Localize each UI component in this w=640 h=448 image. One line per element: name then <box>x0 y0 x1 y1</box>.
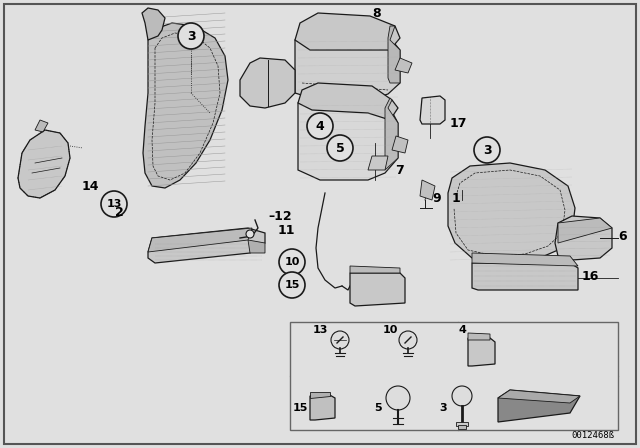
Polygon shape <box>142 8 165 40</box>
Polygon shape <box>350 273 405 306</box>
Text: 3: 3 <box>187 30 195 43</box>
Polygon shape <box>248 240 265 253</box>
Polygon shape <box>458 425 466 429</box>
Polygon shape <box>456 422 468 426</box>
Polygon shape <box>498 390 580 403</box>
Text: 4: 4 <box>316 120 324 133</box>
Text: 4: 4 <box>458 325 466 335</box>
Text: 15: 15 <box>292 403 308 413</box>
Text: 5: 5 <box>374 403 382 413</box>
Polygon shape <box>295 30 400 100</box>
Circle shape <box>246 230 254 238</box>
Text: 3: 3 <box>439 403 447 413</box>
Text: 13: 13 <box>312 325 328 335</box>
Circle shape <box>331 331 349 349</box>
Circle shape <box>101 191 127 217</box>
Polygon shape <box>240 58 295 108</box>
Polygon shape <box>295 13 400 50</box>
Polygon shape <box>368 156 388 170</box>
Polygon shape <box>298 83 398 120</box>
Text: 3: 3 <box>483 143 492 156</box>
Circle shape <box>386 386 410 410</box>
Polygon shape <box>395 58 412 73</box>
Text: 10: 10 <box>382 325 397 335</box>
Polygon shape <box>555 216 612 260</box>
Circle shape <box>327 135 353 161</box>
Polygon shape <box>298 96 398 180</box>
Polygon shape <box>468 338 495 366</box>
Text: 14: 14 <box>82 180 99 193</box>
Text: 13: 13 <box>106 199 122 209</box>
Polygon shape <box>18 130 70 198</box>
Text: 0012468ß: 0012468ß <box>571 431 614 440</box>
Polygon shape <box>472 263 578 290</box>
Text: 6: 6 <box>618 229 627 242</box>
Polygon shape <box>385 98 398 170</box>
Bar <box>290 322 618 430</box>
Text: 16: 16 <box>582 270 600 283</box>
Polygon shape <box>468 333 490 340</box>
Polygon shape <box>498 390 580 422</box>
Polygon shape <box>420 180 435 200</box>
Polygon shape <box>388 26 400 83</box>
Text: 10: 10 <box>284 257 300 267</box>
Polygon shape <box>392 136 408 153</box>
Text: 7: 7 <box>395 164 404 177</box>
Text: 5: 5 <box>335 142 344 155</box>
Text: 9: 9 <box>432 191 440 204</box>
Text: 11: 11 <box>278 224 296 237</box>
Text: 15: 15 <box>284 280 300 290</box>
Polygon shape <box>420 96 445 124</box>
Text: –12: –12 <box>268 210 292 223</box>
Text: 8: 8 <box>372 7 381 20</box>
Polygon shape <box>35 120 48 132</box>
Polygon shape <box>350 266 400 273</box>
Polygon shape <box>143 23 228 188</box>
Text: 2: 2 <box>115 206 124 219</box>
Polygon shape <box>310 394 335 420</box>
Circle shape <box>474 137 500 163</box>
Circle shape <box>279 249 305 275</box>
Polygon shape <box>148 228 265 263</box>
Polygon shape <box>472 253 578 266</box>
Circle shape <box>279 272 305 298</box>
Circle shape <box>178 23 204 49</box>
Circle shape <box>452 386 472 406</box>
Text: 1: 1 <box>452 191 461 204</box>
Text: 17: 17 <box>450 116 467 129</box>
Circle shape <box>399 331 417 349</box>
Polygon shape <box>310 392 330 398</box>
Polygon shape <box>558 218 612 243</box>
Polygon shape <box>448 163 575 263</box>
Polygon shape <box>148 228 252 252</box>
Circle shape <box>307 113 333 139</box>
